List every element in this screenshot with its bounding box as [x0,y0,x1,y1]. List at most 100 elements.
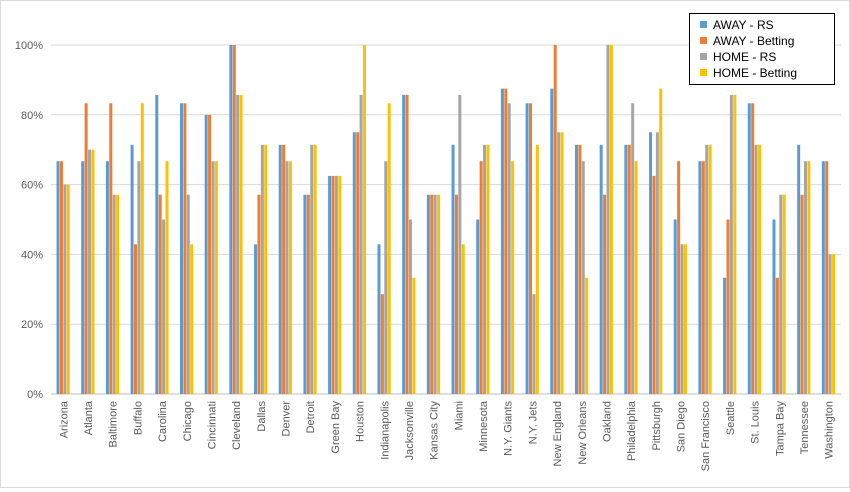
bar-jacksonville-home-rs [408,219,412,394]
x-tick-label: Tennessee [799,401,811,454]
x-tick-label: Miami [453,401,465,430]
x-tick-label: Baltimore [108,401,120,447]
bar-buffalo-home-betting [140,103,144,395]
bar-tampa-bay-home-rs [779,194,783,394]
bar-chicago-home-rs [186,194,190,394]
bar-tampa-bay-away-rs [772,219,776,394]
bar-buffalo-away-rs [130,144,134,394]
bar-minnesota-away-betting [479,161,483,394]
bar-chicago-away-betting [183,103,187,395]
bar-tennessee-away-rs [797,144,801,394]
y-tick-label: 0% [27,389,43,401]
x-tick-labels: Arizona Atlanta Baltimore Buffalo Carolina Ch… [58,400,835,471]
bar-philadelphia-away-betting [627,144,631,394]
bar-new-orleans-home-betting [585,277,589,394]
legend-item-home-rs: HOME - RS [700,50,776,64]
bar-cincinnati-away-rs [204,114,208,395]
bar-n-y-jets-home-rs [532,294,536,394]
bar-n-y-giants-away-rs [500,88,504,394]
bar-minnesota-home-rs [483,144,487,394]
bar-carolina-home-rs [162,219,166,394]
bar-kansas-city-away-rs [426,194,430,394]
bar-tennessee-home-rs [803,161,807,394]
bar-n-y-jets-away-betting [529,103,533,395]
bar-seattle-away-rs [723,277,727,394]
x-tick-label: Buffalo [132,401,144,435]
bar-pittsburgh-away-rs [649,132,653,394]
bar-detroit-away-rs [303,194,307,394]
bar-n-y-giants-home-rs [507,103,511,395]
bar-pittsburgh-home-betting [659,88,663,394]
bar-green-bay-away-rs [328,175,332,394]
x-tick-label: Philadelphia [626,400,638,461]
x-tick-label: Carolina [157,400,169,442]
legend-label: AWAY - Betting [713,34,795,48]
bar-n-y-jets-away-rs [525,103,529,395]
bar-carolina-home-betting [165,161,169,394]
bar-green-bay-away-betting [331,175,335,394]
x-tick-label: Houston [355,401,367,442]
bar-baltimore-home-rs [112,194,116,394]
x-tick-label: New England [552,401,564,466]
legend-label: HOME - Betting [713,66,798,80]
bar-carolina-away-rs [155,94,159,395]
bar-arizona-away-betting [59,161,63,394]
legend-swatch-away-rs [700,21,707,29]
bar-pittsburgh-home-rs [655,132,659,394]
bar-st-louis-away-rs [747,103,751,395]
bar-denver-home-betting [288,161,292,394]
bar-oakland-home-rs [606,45,610,394]
bar-indianapolis-home-rs [384,161,388,394]
bar-seattle-away-betting [726,219,730,394]
x-tick-label: San Francisco [700,401,712,471]
bar-n-y-jets-home-betting [535,144,539,394]
bar-dallas-away-rs [254,244,258,394]
bar-atlanta-away-betting [84,103,88,395]
bar-denver-home-rs [285,161,289,394]
bar-miami-home-betting [461,244,465,394]
x-tick-label: Seattle [725,401,737,435]
bar-new-england-away-betting [553,45,557,394]
bar-new-england-away-rs [550,88,554,394]
bar-atlanta-home-betting [91,149,95,394]
bar-indianapolis-away-betting [380,294,384,394]
x-tick-label: Green Bay [330,401,342,454]
legend-swatch-away-betting [700,37,707,45]
bar-denver-away-betting [282,144,286,394]
bar-san-diego-home-rs [680,244,684,394]
y-tick-labels: 0% 20% 40% 60% 80% 100% [15,40,43,401]
x-tick-label: Arizona [58,400,70,438]
x-tick-label: Atlanta [83,400,95,435]
legend-label: AWAY - RS [713,18,774,32]
bar-philadelphia-home-betting [634,161,638,394]
bar-arizona-away-rs [56,161,60,394]
bar-cleveland-home-betting [239,94,243,395]
x-tick-label: Washington [824,401,836,459]
bar-st-louis-away-betting [751,103,755,395]
bar-oakland-away-rs [599,144,603,394]
bar-green-bay-home-rs [334,175,338,394]
bar-tampa-bay-away-betting [775,277,779,394]
bar-atlanta-away-rs [81,161,85,394]
bar-kansas-city-home-rs [433,194,437,394]
x-tick-label: New Orleans [577,401,589,465]
bar-baltimore-away-betting [109,103,113,395]
bar-cleveland-away-rs [229,45,233,394]
bar-san-diego-away-betting [677,161,681,394]
bar-houston-home-betting [362,45,366,394]
bar-detroit-home-betting [313,144,317,394]
x-tick-label: Dallas [256,401,268,432]
bar-tennessee-home-betting [807,161,811,394]
x-tick-label: Oakland [601,401,613,442]
bar-oakland-home-betting [609,45,613,394]
bar-detroit-away-betting [306,194,310,394]
bar-denver-away-rs [278,144,282,394]
legend-swatch-home-betting [700,69,707,77]
legend-item-away-rs: AWAY - RS [700,18,774,32]
bar-new-england-home-rs [557,132,561,394]
bar-indianapolis-away-rs [377,244,381,394]
bar-san-diego-away-rs [673,219,677,394]
bar-chicago-home-betting [190,244,194,394]
